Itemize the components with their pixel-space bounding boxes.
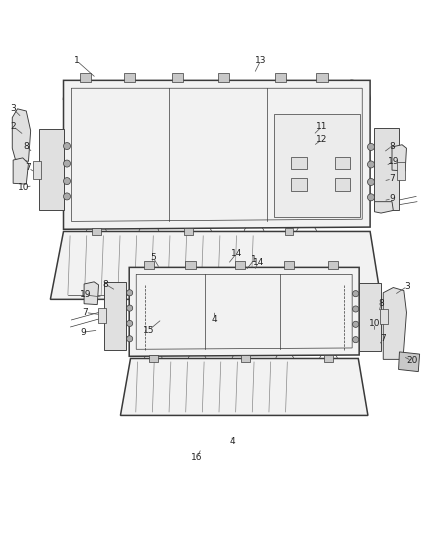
Text: 7: 7 [380,334,386,343]
Text: 14: 14 [231,249,242,258]
Circle shape [127,336,133,342]
Circle shape [64,142,71,150]
Text: 8: 8 [389,142,395,150]
Text: 8: 8 [102,279,108,288]
Circle shape [353,336,359,343]
Bar [241,356,250,362]
Text: 5: 5 [150,253,156,262]
Circle shape [367,161,374,168]
Polygon shape [84,282,99,304]
Bar [185,261,196,269]
Text: 1: 1 [251,255,257,264]
Text: 8: 8 [23,142,29,150]
Text: 16: 16 [191,453,203,462]
Bar [172,73,183,82]
Circle shape [64,193,71,200]
Text: 19: 19 [80,290,91,300]
Circle shape [127,290,133,296]
Polygon shape [383,287,406,359]
Polygon shape [374,201,393,213]
Polygon shape [12,109,31,161]
Bar [291,157,307,169]
Bar [275,73,286,82]
Bar [124,73,135,82]
Circle shape [64,177,71,184]
Bar [380,309,388,324]
Text: 8: 8 [378,299,384,308]
Text: 19: 19 [389,157,400,166]
Bar [33,161,41,179]
Polygon shape [359,282,381,351]
Text: 14: 14 [253,257,264,266]
Bar [291,179,307,191]
Polygon shape [392,145,406,171]
Bar [98,308,106,324]
Text: 9: 9 [389,194,395,203]
Text: 10: 10 [369,319,380,328]
Circle shape [64,160,71,167]
Text: 13: 13 [255,56,266,65]
Bar [92,228,101,235]
Circle shape [353,321,359,327]
Text: 11: 11 [316,122,328,131]
Bar [324,356,333,362]
Bar [184,228,193,235]
Polygon shape [129,268,359,356]
Polygon shape [274,114,360,217]
Bar [235,261,245,269]
Polygon shape [13,158,28,184]
Polygon shape [50,231,381,300]
Text: 3: 3 [10,104,16,114]
Bar [149,356,158,362]
Polygon shape [39,128,64,209]
Circle shape [367,194,374,201]
Bar [397,162,405,180]
Circle shape [367,143,374,150]
Bar [285,228,293,235]
Text: 1: 1 [74,56,80,65]
Text: 7: 7 [25,164,32,173]
Polygon shape [399,352,420,372]
Text: 2: 2 [11,122,16,131]
Bar [218,73,229,82]
Bar [335,179,350,191]
Text: 4: 4 [230,437,235,446]
Circle shape [353,306,359,312]
Text: 9: 9 [80,328,86,337]
Text: 4: 4 [212,314,217,324]
Polygon shape [64,80,370,229]
Text: 7: 7 [389,174,395,183]
Polygon shape [120,359,368,415]
Text: 7: 7 [82,308,88,317]
Polygon shape [374,128,399,211]
Bar [284,261,294,269]
Circle shape [353,290,359,297]
Text: 3: 3 [404,282,410,290]
Circle shape [127,305,133,311]
Bar [328,261,338,269]
Polygon shape [104,282,126,350]
Bar [335,157,350,169]
Bar [316,73,328,82]
Circle shape [127,320,133,327]
Text: 15: 15 [143,326,155,335]
Bar [144,261,154,269]
Bar [80,73,91,82]
Text: 20: 20 [406,356,417,365]
Circle shape [367,179,374,185]
Text: 12: 12 [316,135,328,144]
Text: 10: 10 [18,183,30,192]
